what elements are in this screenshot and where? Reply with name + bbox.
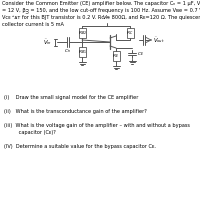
Bar [78, 28, 86, 38]
Text: Consider the Common Emitter (CE) amplifier below. The capacitor Cₙ = 1 µF, Vᴄᴄ
=: Consider the Common Emitter (CE) amplifi… [2, 1, 200, 27]
Text: $R_{B1}$: $R_{B1}$ [78, 48, 86, 56]
Text: (i)    Draw the small signal model for the CE amplifier: (i) Draw the small signal model for the … [4, 95, 138, 100]
Text: $\tilde{V}_{in}$: $\tilde{V}_{in}$ [43, 37, 52, 47]
Text: capacitor (Cᴇ)?: capacitor (Cᴇ)? [4, 130, 56, 135]
Text: $R_{B2}$: $R_{B2}$ [78, 29, 86, 37]
Text: $R_E$: $R_E$ [112, 52, 120, 60]
Text: $R_C$: $R_C$ [126, 29, 134, 37]
Text: (ii)   What is the transconductance gain of the amplifier?: (ii) What is the transconductance gain o… [4, 109, 147, 114]
Bar [78, 47, 86, 57]
Bar [112, 51, 120, 61]
Text: $C_E$: $C_E$ [137, 50, 144, 58]
Text: (iii)  What is the voltage gain of the amplifier – with and without a bypass: (iii) What is the voltage gain of the am… [4, 123, 190, 128]
Bar [127, 28, 134, 38]
Text: $C_{in}$: $C_{in}$ [64, 47, 72, 55]
Text: $V_{cc}$: $V_{cc}$ [102, 13, 112, 22]
Text: $\tilde{V}_{out}$: $\tilde{V}_{out}$ [153, 35, 165, 45]
Text: (IV)  Determine a suitable value for the bypass capacitor Cᴇ.: (IV) Determine a suitable value for the … [4, 144, 156, 149]
